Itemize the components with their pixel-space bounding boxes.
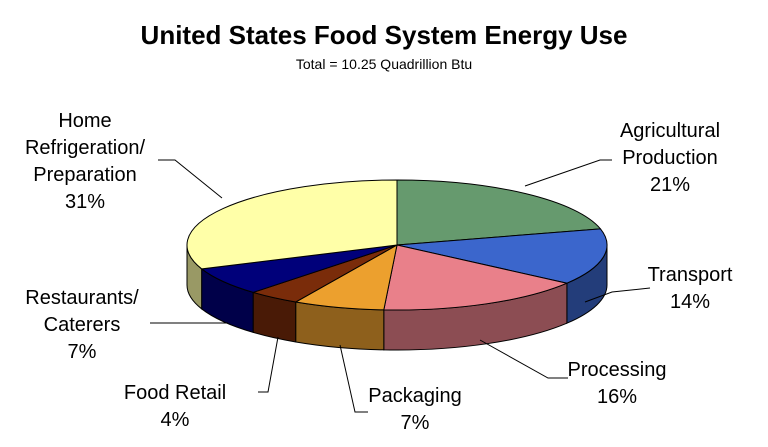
slice-label: Processing 16% xyxy=(527,357,707,411)
slice-name: Transport xyxy=(647,264,733,286)
slice-percent: 21% xyxy=(649,174,691,196)
slice-percent: 31% xyxy=(64,191,106,213)
slice-label: Agricultural Production 21% xyxy=(580,118,760,199)
slice-label: Restaurants/ Caterers 7% xyxy=(0,285,172,366)
slice-label: Home Refrigeration/ Preparation 31% xyxy=(0,108,175,216)
leader-line xyxy=(258,336,279,393)
slice-percent: 16% xyxy=(596,386,638,408)
slice-label: Food Retail 4% xyxy=(85,380,265,434)
slice-name: Food Retail xyxy=(123,382,227,404)
slice-name: Packaging xyxy=(368,385,462,407)
slice-label: Packaging 7% xyxy=(325,383,505,437)
leader-line xyxy=(158,159,223,199)
chart-subtitle: Total = 10.25 Quadrillion Btu xyxy=(295,56,473,72)
slice-name: Processing xyxy=(567,359,667,381)
slice xyxy=(383,244,569,311)
slice-name: Home Refrigeration/ Preparation xyxy=(24,110,146,186)
leader-line xyxy=(339,344,368,413)
slice-percent: 7% xyxy=(67,341,97,363)
leader-line xyxy=(524,159,612,187)
slice-label: Transport 14% xyxy=(600,262,768,316)
slice xyxy=(186,179,398,270)
slice-percent: 4% xyxy=(160,409,190,431)
slice xyxy=(396,228,608,284)
slice-name: Restaurants/ Caterers xyxy=(25,287,139,336)
chart-title: United States Food System Energy Use xyxy=(140,20,628,50)
leader-line xyxy=(479,339,568,379)
slice-name: Agricultural Production xyxy=(619,120,721,169)
leader-line xyxy=(584,287,651,303)
slice-percent: 7% xyxy=(400,412,430,434)
slice-percent: 14% xyxy=(669,291,711,313)
slice xyxy=(396,179,602,246)
